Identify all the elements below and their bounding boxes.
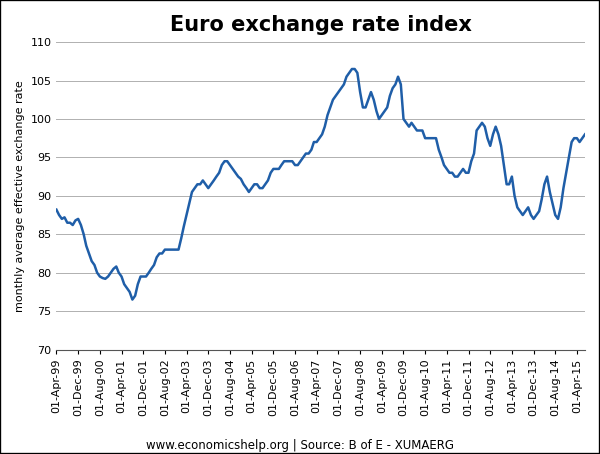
Title: Euro exchange rate index: Euro exchange rate index bbox=[170, 15, 472, 35]
Y-axis label: monthly average effective exchange rate: monthly average effective exchange rate bbox=[15, 80, 25, 312]
Text: www.economicshelp.org | Source: B of E - XUMAERG: www.economicshelp.org | Source: B of E -… bbox=[146, 439, 454, 452]
